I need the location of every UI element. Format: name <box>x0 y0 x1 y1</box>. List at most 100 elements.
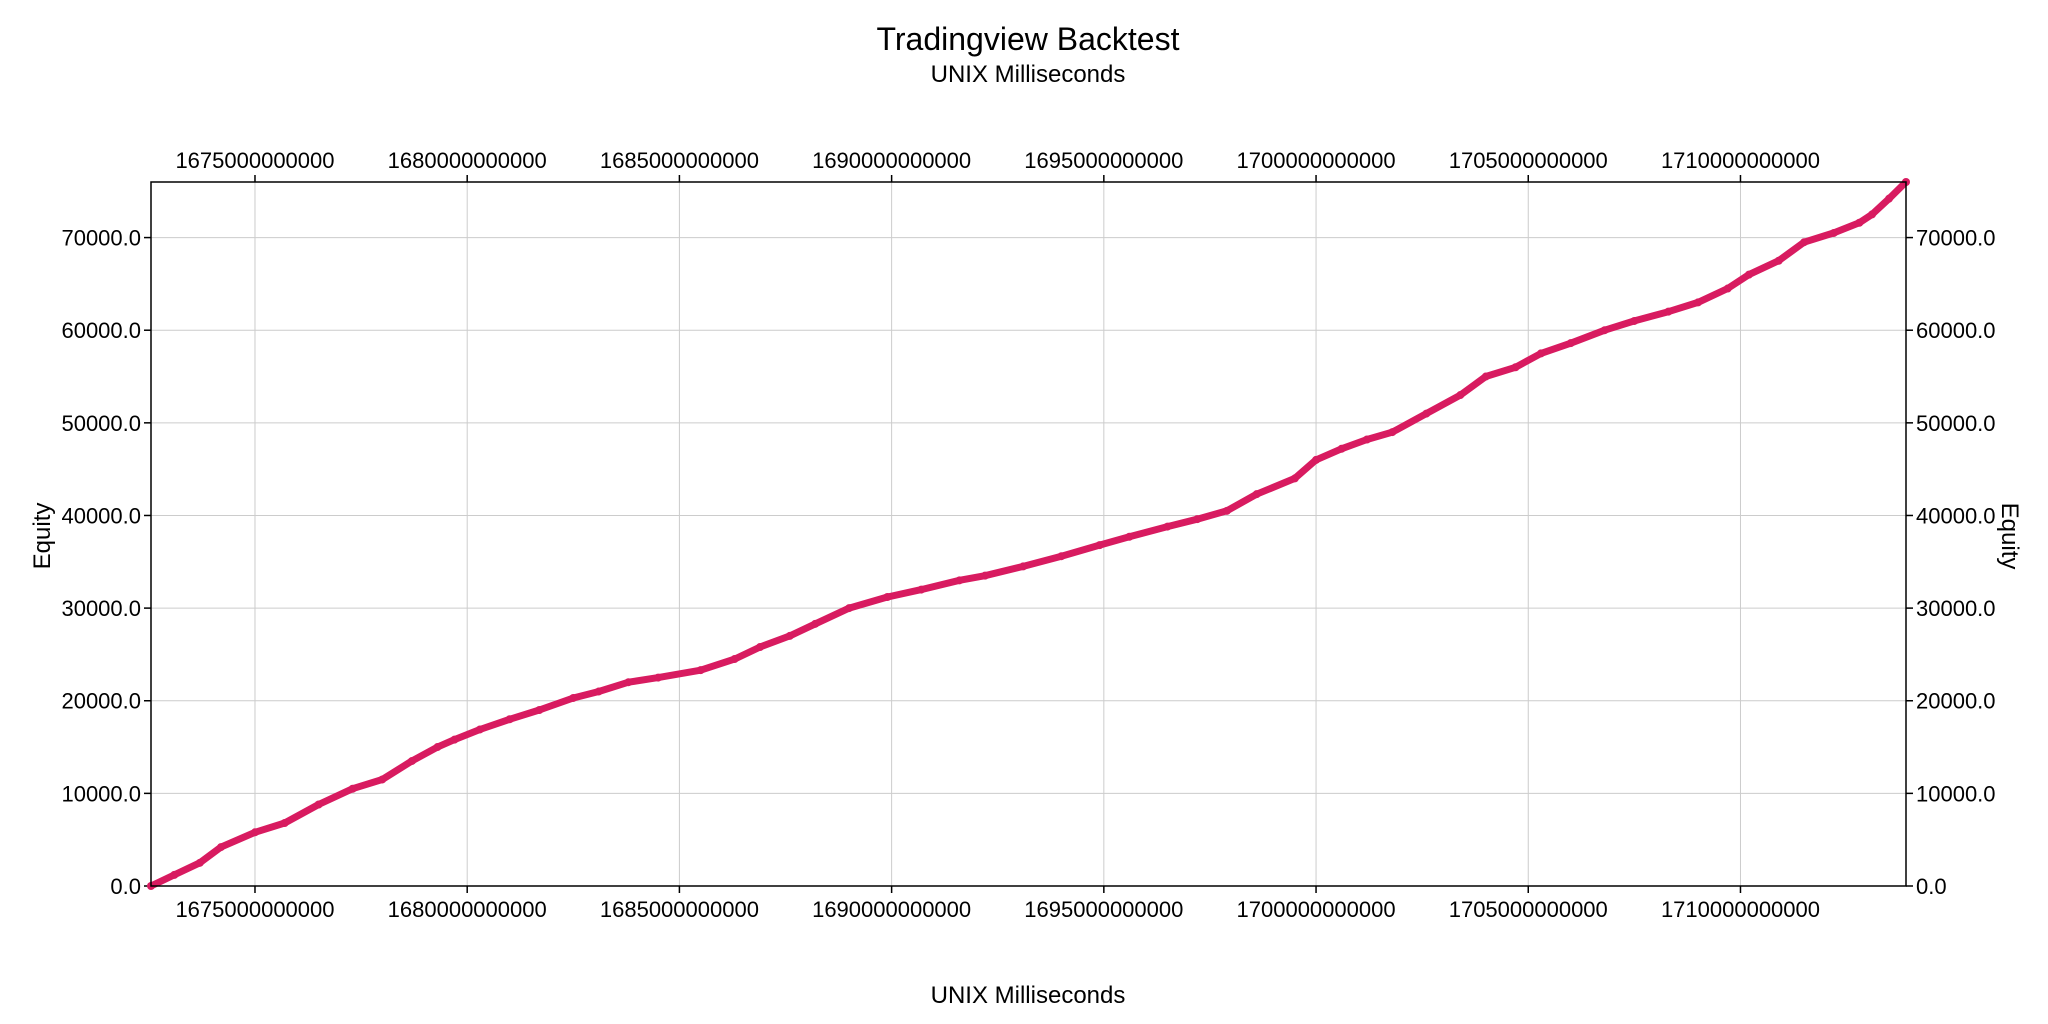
equity-point <box>1312 455 1321 464</box>
y-tick-label-left: 10000.0 <box>61 781 141 806</box>
equity-point <box>811 619 820 628</box>
x-tick-label-bottom: 1675000000000 <box>175 897 334 922</box>
equity-point <box>1252 490 1261 499</box>
tick-layer: 1675000000000 1675000000000 1680000000000 1… <box>61 148 1995 922</box>
equity-point <box>1566 339 1575 348</box>
equity-point <box>1744 270 1753 279</box>
y-tick-label-right: 60000.0 <box>1916 318 1996 343</box>
equity-point <box>280 819 289 828</box>
series-layer <box>147 178 1910 890</box>
equity-line <box>147 178 1910 890</box>
x-tick-label-top: 1705000000000 <box>1449 148 1608 173</box>
y-axis-title-left: Equity <box>29 503 56 570</box>
equity-point <box>314 800 323 809</box>
equity-point <box>1630 316 1639 325</box>
y-tick-label-left: 70000.0 <box>61 226 141 251</box>
equity-point <box>250 828 259 837</box>
equity-point <box>170 870 179 879</box>
x-tick-label-bottom: 1685000000000 <box>600 897 759 922</box>
y-tick-label-left: 30000.0 <box>61 596 141 621</box>
equity-point <box>1362 435 1371 444</box>
x-tick-label-top: 1685000000000 <box>600 148 759 173</box>
y-tick-label-left: 50000.0 <box>61 411 141 436</box>
equity-point <box>505 715 514 724</box>
y-tick-label-left: 40000.0 <box>61 503 141 528</box>
x-tick-label-top: 1680000000000 <box>388 148 547 173</box>
equity-point <box>696 666 705 675</box>
equity-point <box>450 735 459 744</box>
equity-point <box>785 631 794 640</box>
equity-point <box>1694 298 1703 307</box>
equity-point <box>1290 474 1299 483</box>
equity-point <box>1600 326 1609 335</box>
y-tick-label-right: 0.0 <box>1916 874 1947 899</box>
x-axis-title: UNIX Milliseconds <box>931 982 1126 1009</box>
x-tick-label-bottom: 1710000000000 <box>1661 897 1820 922</box>
equity-point <box>433 743 442 752</box>
equity-point <box>1095 541 1104 550</box>
equity-point <box>535 706 544 714</box>
equity-point <box>1855 218 1864 227</box>
equity-point <box>1664 307 1673 316</box>
equity-point <box>1456 391 1465 400</box>
equity-point <box>475 725 484 734</box>
equity-point <box>1193 515 1202 524</box>
y-tick-label-right: 10000.0 <box>1916 781 1996 806</box>
equity-point <box>1774 256 1783 265</box>
y-tick-label-left: 60000.0 <box>61 318 141 343</box>
equity-point <box>624 678 633 687</box>
equity-point <box>1829 228 1838 237</box>
y-tick-label-left: 0.0 <box>110 874 141 899</box>
equity-point <box>1057 552 1066 561</box>
y-axis-title-right: Equity <box>1996 503 2023 570</box>
plot-frame <box>150 181 1907 887</box>
equity-point <box>955 576 964 585</box>
equity-point <box>348 784 357 793</box>
y-tick-label-right: 40000.0 <box>1916 503 1996 528</box>
equity-point <box>1163 522 1172 531</box>
equity-point <box>1481 372 1490 381</box>
y-tick-label-right: 50000.0 <box>1916 411 1996 436</box>
x-tick-label-bottom: 1700000000000 <box>1237 897 1396 922</box>
equity-point <box>756 643 765 652</box>
equity-point <box>1388 428 1397 437</box>
equity-point <box>1800 238 1809 247</box>
equity-point <box>195 858 204 867</box>
equity-point <box>408 756 417 765</box>
y-tick-label-right: 70000.0 <box>1916 226 1996 251</box>
equity-point <box>1019 562 1028 571</box>
equity-point <box>730 655 739 664</box>
equity-point <box>1222 506 1231 515</box>
x-tick-label-bottom: 1705000000000 <box>1449 897 1608 922</box>
x-tick-label-bottom: 1690000000000 <box>812 897 971 922</box>
grid-layer <box>151 182 1906 887</box>
equity-point <box>1125 532 1134 541</box>
equity-point <box>1337 444 1346 453</box>
x-tick-label-bottom: 1695000000000 <box>1024 897 1183 922</box>
chart-subtitle: UNIX Milliseconds <box>931 61 1126 88</box>
equity-point <box>378 775 387 784</box>
y-tick-label-right: 30000.0 <box>1916 596 1996 621</box>
equity-point <box>1723 284 1732 293</box>
equity-point <box>1868 210 1877 219</box>
equity-point <box>1536 349 1545 358</box>
equity-point <box>1885 194 1894 203</box>
equity-point <box>883 592 892 601</box>
equity-point <box>217 843 226 852</box>
equity-point <box>1422 409 1431 418</box>
equity-point <box>1511 363 1520 372</box>
equity-point <box>654 673 663 682</box>
x-tick-label-top: 1675000000000 <box>175 148 334 173</box>
equity-point <box>980 571 989 580</box>
chart-title: Tradingview Backtest <box>877 21 1180 57</box>
equity-point <box>845 604 854 613</box>
y-tick-label-right: 20000.0 <box>1916 689 1996 714</box>
y-tick-label-left: 20000.0 <box>61 689 141 714</box>
equity-point <box>917 585 926 594</box>
equity-point <box>569 693 578 702</box>
x-tick-label-top: 1710000000000 <box>1661 148 1820 173</box>
x-tick-label-top: 1695000000000 <box>1024 148 1183 173</box>
equity-point <box>594 687 603 696</box>
